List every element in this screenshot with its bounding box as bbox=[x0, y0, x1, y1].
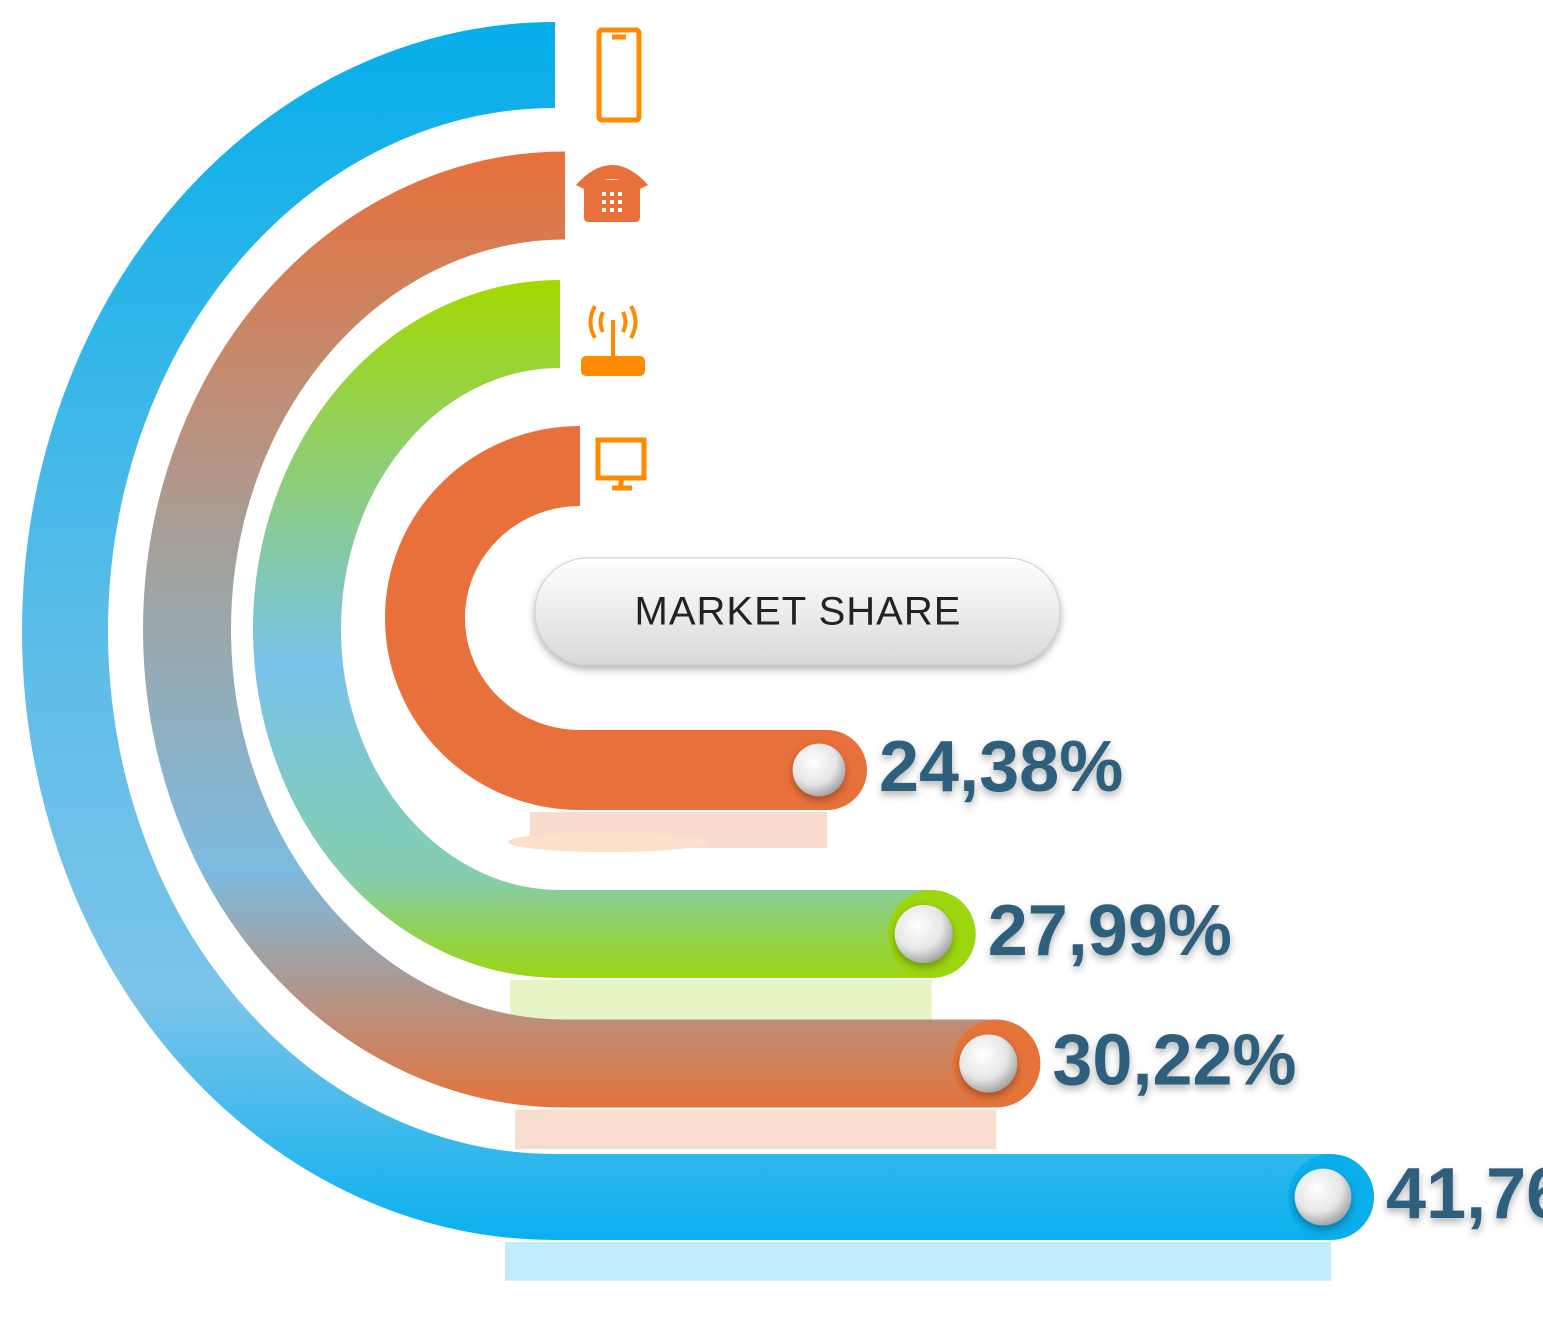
icon-telephone bbox=[576, 165, 648, 222]
bar-reflection bbox=[510, 980, 932, 1020]
knob bbox=[959, 1034, 1018, 1093]
reflection bbox=[508, 832, 708, 852]
bar bbox=[143, 151, 997, 1108]
value-label: 24,38% bbox=[879, 727, 1123, 807]
bar-reflection bbox=[505, 1242, 1332, 1281]
value-label: 30,22% bbox=[1052, 1021, 1296, 1101]
bar bbox=[385, 426, 828, 810]
value-label: 41,76% bbox=[1386, 1154, 1543, 1234]
bar bbox=[253, 280, 932, 978]
value-label: 27,99% bbox=[988, 891, 1232, 971]
icon-router bbox=[581, 305, 645, 376]
title-pill bbox=[534, 557, 1061, 666]
icon-monitor bbox=[595, 437, 647, 491]
chart-title: MARKET SHARE bbox=[635, 590, 962, 634]
bar bbox=[22, 22, 1332, 1240]
bar-reflection bbox=[515, 1109, 997, 1150]
knob bbox=[894, 904, 953, 964]
knob bbox=[1294, 1168, 1352, 1226]
icon-phone bbox=[596, 27, 642, 123]
knob bbox=[792, 743, 846, 797]
bars bbox=[22, 22, 1375, 1281]
